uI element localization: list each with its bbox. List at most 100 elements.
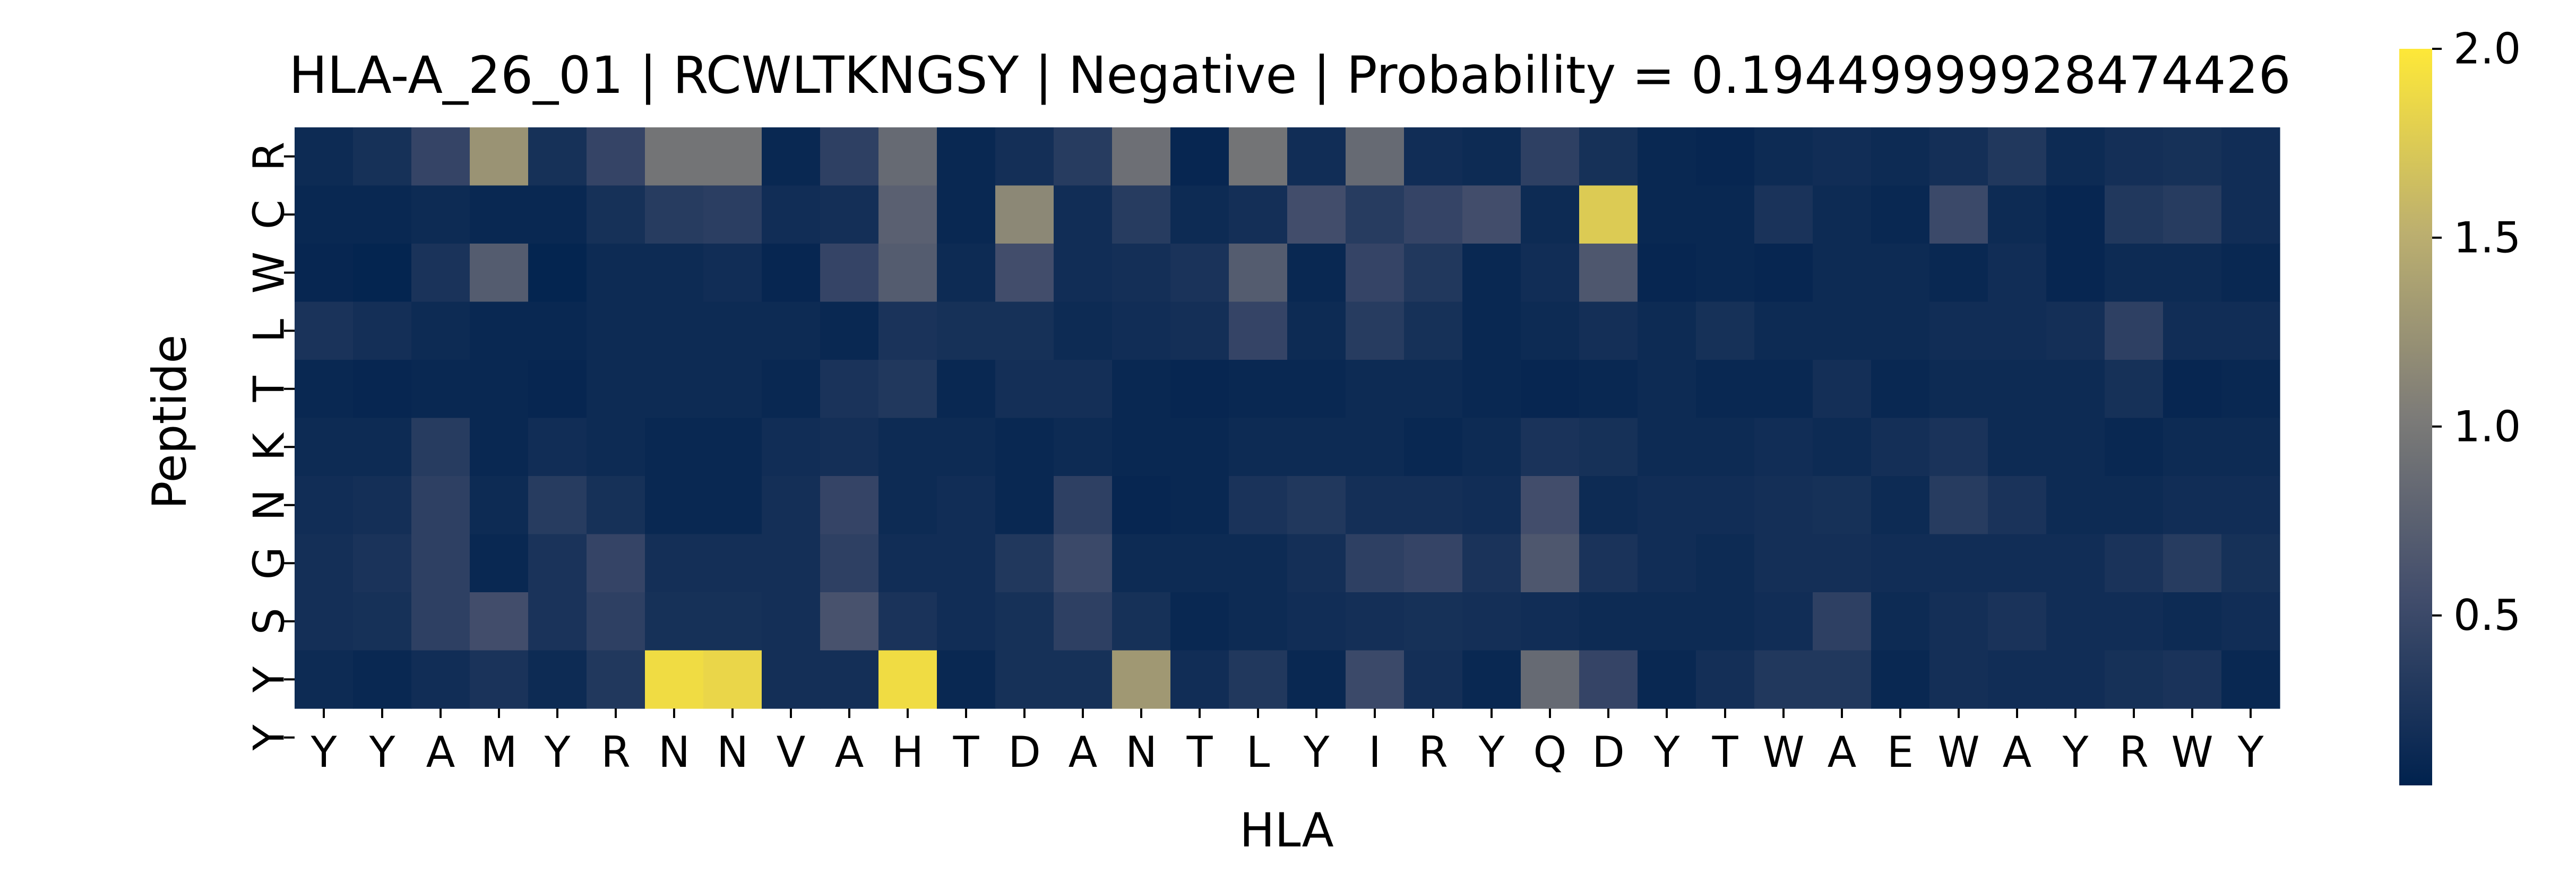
heatmap-cell — [1871, 534, 1930, 593]
heatmap-cell — [411, 185, 470, 244]
heatmap-cell — [1696, 360, 1755, 419]
heatmap-cell — [1170, 650, 1229, 709]
heatmap-cell — [470, 127, 529, 186]
heatmap-cell — [1521, 534, 1580, 593]
heatmap-cell — [2163, 650, 2222, 709]
heatmap-cell — [411, 244, 470, 302]
heatmap-cell — [295, 244, 354, 302]
heatmap-cell — [1170, 476, 1229, 535]
heatmap-cell — [411, 476, 470, 535]
heatmap-cell — [1170, 244, 1229, 302]
heatmap-cell — [528, 301, 587, 360]
x-tick-label: A — [426, 728, 455, 777]
heatmap-cell — [528, 592, 587, 651]
heatmap-cell — [1229, 360, 1288, 419]
heatmap-cell — [1054, 360, 1113, 419]
heatmap-cell — [1521, 360, 1580, 419]
heatmap-cell — [1112, 185, 1171, 244]
heatmap-cell — [411, 360, 470, 419]
heatmap-cell — [353, 185, 412, 244]
heatmap-cell — [2046, 534, 2105, 593]
heatmap-cell — [937, 534, 996, 593]
heatmap-cell — [1521, 127, 1580, 186]
heatmap-cell — [1754, 418, 1813, 477]
heatmap-cell — [470, 301, 529, 360]
heatmap-cell — [1696, 127, 1755, 186]
heatmap-cell — [995, 650, 1054, 709]
heatmap-cell — [1054, 301, 1113, 360]
heatmap-cell — [1287, 592, 1346, 651]
heatmap-cell — [1287, 301, 1346, 360]
heatmap-cell — [1871, 185, 1930, 244]
x-tick-label: Y — [311, 728, 338, 777]
heatmap-cell — [1988, 244, 2047, 302]
heatmap-cell — [820, 650, 879, 709]
heatmap-cell — [528, 534, 587, 593]
heatmap-cell — [1988, 650, 2047, 709]
x-axis-label: HLA — [1239, 803, 1333, 858]
heatmap-cell — [353, 301, 412, 360]
heatmap-cell — [762, 476, 821, 535]
heatmap-cell — [2163, 418, 2222, 477]
heatmap-cell — [295, 301, 354, 360]
heatmap-cell — [1871, 360, 1930, 419]
heatmap-cell — [1988, 301, 2047, 360]
y-tick-label: C — [245, 200, 294, 229]
heatmap-cell — [1229, 592, 1288, 651]
heatmap-cell — [1521, 592, 1580, 651]
heatmap-cell — [470, 244, 529, 302]
heatmap-cell — [2163, 244, 2222, 302]
heatmap-cell — [1112, 476, 1171, 535]
heatmap-cell — [2221, 418, 2280, 477]
heatmap-cell — [295, 534, 354, 593]
heatmap-cell — [1638, 476, 1696, 535]
heatmap-cell — [1404, 592, 1463, 651]
heatmap-cell — [411, 127, 470, 186]
heatmap-cell — [995, 244, 1054, 302]
heatmap-cell — [1929, 476, 1988, 535]
heatmap-cell — [2046, 301, 2105, 360]
heatmap-cell — [2221, 650, 2280, 709]
heatmap-cell — [2163, 301, 2222, 360]
heatmap-cell — [1638, 418, 1696, 477]
heatmap-cell — [820, 476, 879, 535]
heatmap-cell — [353, 650, 412, 709]
heatmap-cell — [1521, 244, 1580, 302]
x-tick-label: Y — [2062, 728, 2089, 777]
heatmap-cell — [995, 185, 1054, 244]
x-tick-label: D — [1592, 728, 1625, 777]
heatmap-cell — [1404, 534, 1463, 593]
heatmap-cell — [2105, 476, 2164, 535]
heatmap-cell — [1871, 476, 1930, 535]
y-tick-label: K — [245, 431, 294, 461]
heatmap-cell — [1813, 592, 1872, 651]
heatmap-cell — [1521, 185, 1580, 244]
heatmap-cell — [1638, 534, 1696, 593]
heatmap-cell — [1696, 301, 1755, 360]
heatmap-cell — [878, 185, 937, 244]
heatmap-cell — [1346, 650, 1405, 709]
heatmap-cell — [470, 650, 529, 709]
heatmap-cell — [470, 592, 529, 651]
heatmap-cell — [1287, 418, 1346, 477]
colorbar-ticks: 0.5 1.0 1.5 2.0 — [2432, 24, 2521, 640]
heatmap-cell — [1754, 360, 1813, 419]
x-tick-label: Y — [2237, 728, 2264, 777]
heatmap-cell — [1346, 592, 1405, 651]
x-tick-label: R — [2119, 728, 2149, 777]
heatmap-cell — [1054, 418, 1113, 477]
heatmap-cell — [1696, 418, 1755, 477]
x-tick-label: L — [1246, 728, 1270, 777]
heatmap-cell — [1929, 185, 1988, 244]
heatmap-cell — [878, 476, 937, 535]
heatmap-cell — [820, 185, 879, 244]
heatmap-cell — [353, 127, 412, 186]
heatmap-cell — [1638, 360, 1696, 419]
heatmap-cell — [995, 360, 1054, 419]
heatmap-cell — [470, 360, 529, 419]
heatmap-cell — [470, 185, 529, 244]
heatmap-cell — [2046, 418, 2105, 477]
x-tick-label: Y — [1303, 728, 1330, 777]
heatmap-cell — [1579, 301, 1638, 360]
heatmap-cell — [1638, 244, 1696, 302]
